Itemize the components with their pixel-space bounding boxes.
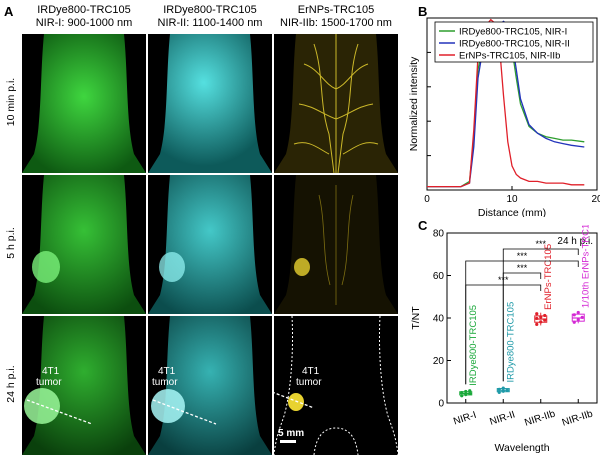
data-point xyxy=(460,394,464,398)
image-tile-nir-iib-5h xyxy=(274,175,398,314)
series-line xyxy=(427,18,585,188)
data-point xyxy=(576,310,580,315)
data-point xyxy=(535,316,539,321)
x-tick-label: NIR-IIb xyxy=(561,408,595,428)
tumor-label: 4T1 tumor xyxy=(152,366,178,388)
data-point xyxy=(468,389,472,393)
data-point xyxy=(535,322,539,326)
column-header-line1: IRDye800-TRC105 xyxy=(37,4,131,16)
x-tick-label: 10 xyxy=(506,194,518,205)
data-point xyxy=(501,386,505,390)
legend-entry: ErNPs-TRC105, NIR-IIb xyxy=(459,51,560,62)
significance-label: *** xyxy=(517,251,528,261)
column-header-nir-iib: ErNPs-TRC105 NIR-IIb: 1500-1700 nm xyxy=(274,4,398,30)
image-tile-nir-ii-5h xyxy=(148,175,272,314)
data-point xyxy=(501,389,505,393)
y-tick-label: 60 xyxy=(433,271,445,282)
column-header-line2: NIR-I: 900-1000 nm xyxy=(35,17,133,29)
series-label: IRDye800-TRC105 xyxy=(505,302,516,383)
data-point xyxy=(497,390,501,394)
data-point xyxy=(576,318,580,322)
column-header-line1: ErNPs-TRC105 xyxy=(297,4,375,16)
panel-a-label: A xyxy=(4,4,14,19)
series-label: ErNPs-TRC105 xyxy=(543,244,554,310)
tumor-label: 4T1 tumor xyxy=(296,366,322,388)
chart-panel-c: 0 20 40 60 80 T/NT NIR-I NIR-II NIR-IIb NIR-IIb Wa… xyxy=(410,225,598,454)
significance-label: *** xyxy=(517,263,528,273)
column-header-nir-ii: IRDye800-TRC105 NIR-II: 1100-1400 nm xyxy=(148,4,272,30)
image-tile-nir-ii-24h: 4T1 tumor xyxy=(148,316,272,455)
image-tile-nir-iib-10min xyxy=(274,34,398,173)
y-axis-label: T/NT xyxy=(410,306,422,330)
legend-entry: IRDye800-TRC105, NIR-I xyxy=(459,27,567,38)
data-point xyxy=(464,389,468,394)
data-point xyxy=(539,320,543,324)
data-point xyxy=(464,392,468,397)
column-header-line2: NIR-II: 1100-1400 nm xyxy=(157,17,263,29)
legend-box xyxy=(434,21,594,63)
data-point xyxy=(460,390,464,395)
image-tile-nir-i-5h xyxy=(22,175,146,314)
chart-panel-b: 0 10 20 Distance (mm) Normalized intensity IR… xyxy=(408,17,600,217)
significance-bracket xyxy=(502,248,579,382)
y-axis-label: Normalized intensity xyxy=(408,56,420,151)
x-tick-label: NIR-II xyxy=(488,409,516,428)
panel-c-label: C xyxy=(418,218,428,233)
series-label: IRDye800-TRC105 xyxy=(468,305,479,386)
data-point xyxy=(468,391,472,396)
y-tick-label: 80 xyxy=(433,229,445,240)
data-point xyxy=(539,315,543,319)
x-axis-label: Wavelength xyxy=(494,442,549,454)
tumor-label: 4T1 tumor xyxy=(36,366,62,388)
column-header-line2: NIR-IIb: 1500-1700 nm xyxy=(280,17,392,29)
column-header-line1: IRDye800-TRC105 xyxy=(163,4,257,16)
data-point xyxy=(580,315,584,319)
data-point xyxy=(572,320,576,324)
scale-bar xyxy=(280,440,296,443)
image-tile-nir-iib-24h: 4T1 tumor 5 mm xyxy=(274,316,398,455)
image-tile-nir-i-10min xyxy=(22,34,146,173)
legend-entry: IRDye800-TRC105, NIR-II xyxy=(459,39,570,50)
series-label: 1/10th ErNPs-TRC105 xyxy=(580,225,591,308)
series-line xyxy=(427,20,585,188)
significance-label: *** xyxy=(535,239,546,249)
x-tick-label: NIR-I xyxy=(452,410,478,428)
x-tick-label: 0 xyxy=(424,194,430,205)
panel-b-label: B xyxy=(418,4,428,19)
y-tick-label: 0 xyxy=(438,399,444,410)
y-tick-label: 40 xyxy=(433,314,445,325)
scale-bar-label: 5 mm xyxy=(278,428,305,439)
data-point xyxy=(535,312,539,316)
data-point xyxy=(505,388,509,392)
image-tile-nir-ii-10min xyxy=(148,34,272,173)
image-tile-nir-i-24h: 4T1 tumor xyxy=(22,316,146,455)
column-header-nir-i: IRDye800-TRC105 NIR-I: 900-1000 nm xyxy=(22,4,146,30)
data-point xyxy=(572,313,576,317)
data-point xyxy=(497,387,501,391)
data-point xyxy=(543,318,547,322)
x-tick-label: NIR-IIb xyxy=(523,408,557,428)
data-point xyxy=(543,313,547,318)
x-tick-label: 20 xyxy=(591,194,600,205)
annotation: 24 h p.i. xyxy=(557,236,593,247)
x-axis-label: Distance (mm) xyxy=(478,207,546,217)
significance-bracket xyxy=(465,260,579,385)
y-tick-label: 20 xyxy=(433,356,445,367)
